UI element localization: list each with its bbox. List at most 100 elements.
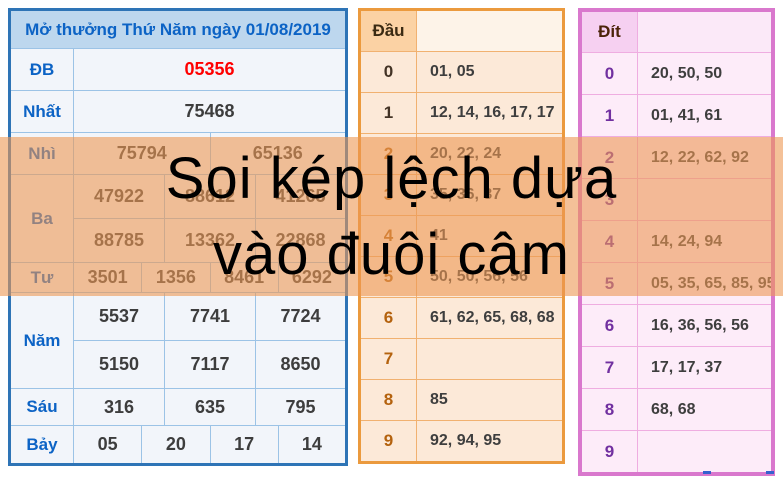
dit-row: 2 12, 22, 62, 92	[579, 136, 774, 179]
result-number: 795	[255, 388, 347, 426]
dit-digit: 6	[579, 304, 638, 347]
dit-digit: 9	[579, 430, 638, 475]
results-tbody: Mở thưởng Thứ Năm ngày 01/08/2019 ĐB 05356…	[9, 9, 348, 465]
dau-tbody: Đầu 0 01, 05 1 12, 14, 16, 17, 17 2 20, 22, 24…	[359, 9, 564, 463]
result-number: 8650	[255, 340, 347, 389]
dau-row: 3 35, 36, 37	[359, 174, 564, 216]
dit-header-empty-cell	[637, 9, 774, 53]
result-number: 47922	[73, 174, 165, 219]
dau-digit: 9	[359, 420, 417, 463]
dau-row: 2 20, 22, 24	[359, 133, 564, 175]
results-table: Mở thưởng Thứ Năm ngày 01/08/2019 ĐB 05356…	[8, 8, 348, 466]
dau-row: 7	[359, 338, 564, 380]
dau-values: 41	[416, 215, 564, 257]
dau-row: 1 12, 14, 16, 17, 17	[359, 92, 564, 134]
result-number: 75794	[73, 132, 211, 175]
dit-values: 68, 68	[637, 388, 774, 431]
dau-digit: 3	[359, 174, 417, 216]
dau-row: 0 01, 05	[359, 51, 564, 93]
dit-row: 6 16, 36, 56, 56	[579, 304, 774, 347]
dau-title: Đầu	[359, 9, 417, 52]
dau-digit: 0	[359, 51, 417, 93]
result-number: 5537	[73, 292, 165, 341]
dau-row: 6 61, 62, 65, 68, 68	[359, 297, 564, 339]
dau-digit: 8	[359, 379, 417, 421]
dit-row: 7 17, 17, 37	[579, 346, 774, 389]
dau-digit: 5	[359, 256, 417, 298]
dit-digit: 7	[579, 346, 638, 389]
result-number: 6292	[277, 262, 348, 293]
results-table-title: Mở thưởng Thứ Năm ngày 01/08/2019	[9, 9, 347, 49]
results-row-label: Ba	[9, 174, 74, 263]
result-number: 7741	[164, 292, 256, 341]
dit-values: 12, 22, 62, 92	[637, 136, 774, 179]
result-number: 7117	[164, 340, 256, 389]
result-number: 14	[277, 425, 348, 465]
dau-values: 61, 62, 65, 68, 68	[416, 297, 564, 339]
dit-row: 1 01, 41, 61	[579, 94, 774, 137]
dau-row: 4 41	[359, 215, 564, 257]
dit-digit: 5	[579, 262, 638, 305]
results-row-label: Nhất	[9, 90, 74, 133]
result-number: 635	[164, 388, 256, 426]
results-row-label: Bảy	[9, 425, 74, 465]
results-row-label: Tư	[9, 262, 74, 293]
result-number: 88785	[73, 218, 165, 263]
result-number: 3501	[72, 262, 143, 293]
result-number: 88612	[164, 174, 256, 219]
dau-table: Đầu 0 01, 05 1 12, 14, 16, 17, 17 2 20, 22, 24…	[358, 8, 565, 464]
dau-values: 92, 94, 95	[416, 420, 564, 463]
dit-digit: 1	[579, 94, 638, 137]
result-number: 1356	[141, 262, 211, 293]
dit-values	[637, 430, 774, 475]
dit-digit: 2	[579, 136, 638, 179]
dit-values: 16, 36, 56, 56	[637, 304, 774, 347]
dau-row: 9 92, 94, 95	[359, 420, 564, 463]
result-number: 7724	[255, 292, 347, 341]
dau-values: 20, 22, 24	[416, 133, 564, 175]
result-number: 05356	[73, 48, 347, 91]
result-number: 13362	[164, 218, 256, 263]
dau-row: 8 85	[359, 379, 564, 421]
dit-values: 20, 50, 50	[637, 52, 774, 95]
dau-values: 35, 36, 37	[416, 174, 564, 216]
results-row-label: Nhì	[9, 132, 74, 175]
result-number: 41265	[255, 174, 347, 219]
dit-row: 9	[579, 430, 774, 475]
dau-row: 5 50, 50, 56, 56	[359, 256, 564, 298]
dit-tbody: Đít 0 20, 50, 50 1 01, 41, 61 2 12, 22, 62, 92…	[579, 9, 774, 475]
dit-values	[637, 178, 774, 221]
result-number: 20	[141, 425, 211, 465]
dit-digit: 0	[579, 52, 638, 95]
dau-header-empty-cell	[416, 9, 564, 52]
cutoff-text-fragment	[703, 471, 711, 474]
dit-row: 0 20, 50, 50	[579, 52, 774, 95]
result-number: 5150	[73, 340, 165, 389]
dit-values: 17, 17, 37	[637, 346, 774, 389]
result-number: 8461	[209, 262, 279, 293]
dau-digit: 7	[359, 338, 417, 380]
dit-digit: 4	[579, 220, 638, 263]
result-number: 17	[209, 425, 279, 465]
dau-values: 12, 14, 16, 17, 17	[416, 92, 564, 134]
result-number: 316	[73, 388, 165, 426]
dau-values	[416, 338, 564, 380]
dit-digit: 3	[579, 178, 638, 221]
results-row-label: Sáu	[9, 388, 74, 426]
result-number: 65136	[209, 132, 347, 175]
dit-digit: 8	[579, 388, 638, 431]
results-row-label: Năm	[9, 292, 74, 389]
dau-digit: 2	[359, 133, 417, 175]
result-number: 75468	[73, 90, 347, 133]
dit-values: 01, 41, 61	[637, 94, 774, 137]
dit-row: 8 68, 68	[579, 388, 774, 431]
dit-values: 14, 24, 94	[637, 220, 774, 263]
dau-digit: 4	[359, 215, 417, 257]
dit-values: 05, 35, 65, 85, 95	[637, 262, 774, 305]
cutoff-text-fragment	[766, 471, 774, 474]
dau-values: 85	[416, 379, 564, 421]
result-number: 05	[72, 425, 143, 465]
dau-digit: 1	[359, 92, 417, 134]
dit-row: 3	[579, 178, 774, 221]
